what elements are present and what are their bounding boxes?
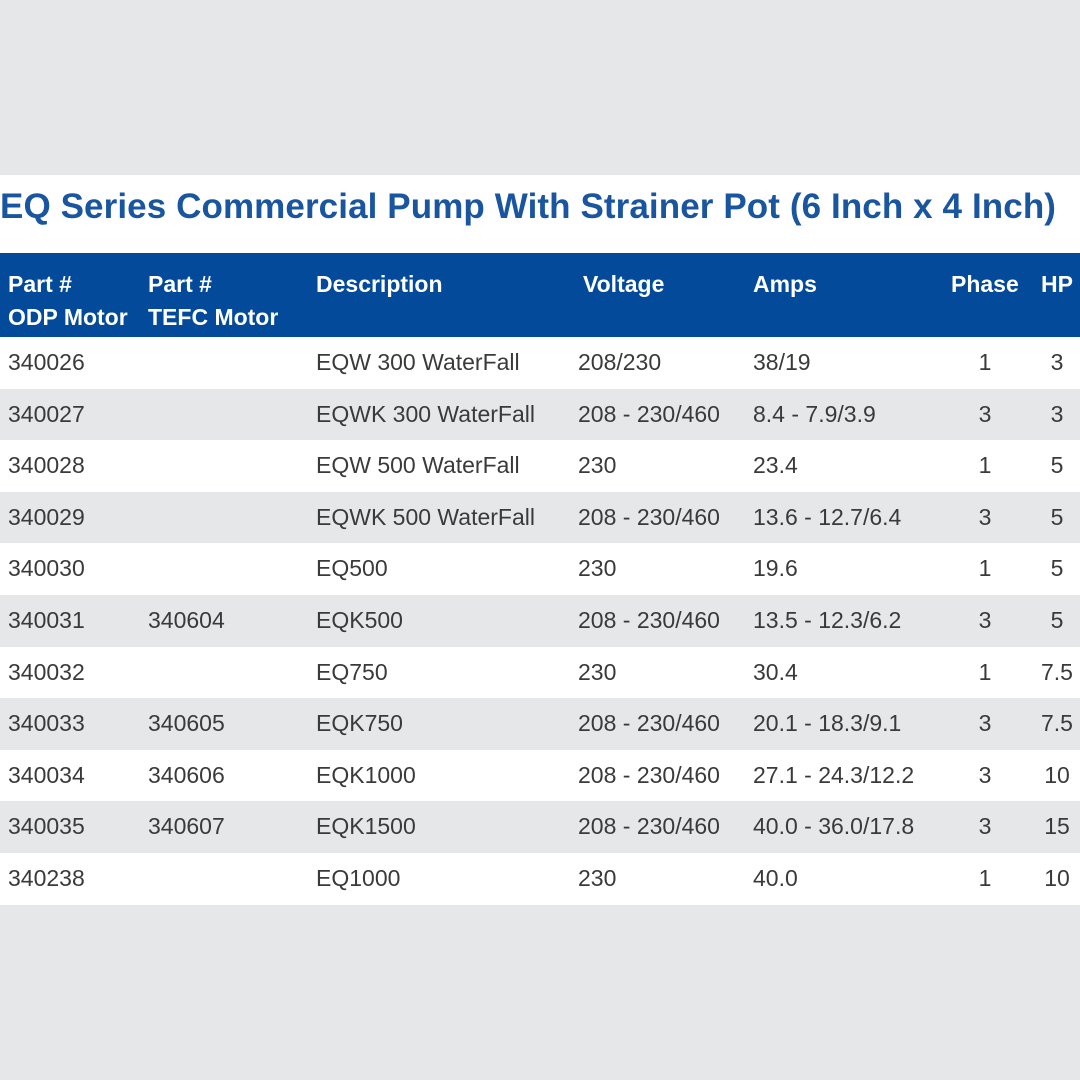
cell-description: EQK750 bbox=[316, 710, 403, 737]
cell-voltage: 230 bbox=[578, 658, 617, 685]
cell-hp: 7.5 bbox=[1041, 658, 1073, 685]
cell-odp-part: 340029 bbox=[8, 503, 85, 530]
table-row: 340238 EQ1000 230 40.0 1 10 bbox=[0, 852, 1080, 905]
cell-voltage: 208 - 230/460 bbox=[578, 761, 720, 788]
table-row: 340028 EQW 500 WaterFall 230 23.4 1 5 bbox=[0, 440, 1080, 492]
title-band: EQ Series Commercial Pump With Strainer … bbox=[0, 175, 1080, 253]
table-row: 340035 340607 EQK1500 208 - 230/460 40.0 - 3… bbox=[0, 801, 1080, 853]
cell-phase: 3 bbox=[978, 813, 992, 840]
cell-voltage: 208 - 230/460 bbox=[578, 606, 720, 633]
cell-phase: 3 bbox=[978, 503, 992, 530]
cell-description: EQ500 bbox=[316, 555, 388, 582]
cell-tefc-part: 340607 bbox=[148, 813, 225, 840]
cell-voltage: 230 bbox=[578, 555, 617, 582]
cell-phase: 1 bbox=[978, 349, 992, 375]
header-phase: Phase bbox=[951, 271, 1019, 297]
table-row: 340026 EQW 300 WaterFall 208/230 38/19 1 3 bbox=[0, 337, 1080, 389]
cell-hp: 5 bbox=[1050, 606, 1064, 633]
cell-odp-part: 340032 bbox=[8, 658, 85, 685]
cell-hp: 7.5 bbox=[1041, 710, 1073, 737]
cell-odp-part: 340033 bbox=[8, 710, 85, 737]
cell-amps: 30.4 bbox=[753, 658, 798, 685]
cell-hp: 15 bbox=[1044, 813, 1070, 840]
cell-description: EQW 300 WaterFall bbox=[316, 349, 520, 375]
cell-hp: 5 bbox=[1050, 555, 1064, 582]
cell-description: EQK500 bbox=[316, 606, 403, 633]
cell-amps: 40.0 - 36.0/17.8 bbox=[753, 813, 915, 840]
cell-amps: 27.1 - 24.3/12.2 bbox=[753, 761, 915, 788]
cell-description: EQK1500 bbox=[316, 813, 416, 840]
cell-description: EQ750 bbox=[316, 658, 388, 685]
cell-description: EQWK 300 WaterFall bbox=[316, 400, 535, 427]
cell-description: EQ1000 bbox=[316, 864, 401, 891]
pump-spec-table: Part # ODP Motor Part # TEFC Motor Descr… bbox=[0, 253, 1080, 905]
cell-tefc-part: 340604 bbox=[148, 606, 225, 633]
cell-odp-part: 340027 bbox=[8, 400, 85, 427]
header-amps: Amps bbox=[753, 271, 817, 297]
cell-phase: 3 bbox=[978, 400, 992, 427]
cell-amps: 40.0 bbox=[753, 864, 798, 891]
cell-odp-part: 340035 bbox=[8, 813, 85, 840]
header-tefc-motor: Part # TEFC Motor bbox=[148, 268, 278, 334]
cell-voltage: 208/230 bbox=[578, 349, 662, 375]
header-tefc-line2: TEFC Motor bbox=[148, 304, 279, 330]
cell-odp-part: 340034 bbox=[8, 761, 85, 788]
cell-amps: 23.4 bbox=[753, 452, 798, 479]
cell-amps: 13.5 - 12.3/6.2 bbox=[753, 606, 902, 633]
table-row: 340031 340604 EQK500 208 - 230/460 13.5 - 12… bbox=[0, 594, 1080, 647]
cell-voltage: 230 bbox=[578, 452, 617, 479]
table-title: EQ Series Commercial Pump With Strainer … bbox=[0, 187, 1057, 226]
cell-amps: 20.1 - 18.3/9.1 bbox=[753, 710, 902, 737]
cell-hp: 3 bbox=[1050, 349, 1064, 375]
cell-voltage: 208 - 230/460 bbox=[578, 813, 720, 840]
cell-hp: 10 bbox=[1044, 761, 1070, 788]
cell-odp-part: 340238 bbox=[8, 864, 85, 891]
cell-odp-part: 340028 bbox=[8, 452, 85, 479]
cell-odp-part: 340031 bbox=[8, 606, 85, 633]
cell-phase: 3 bbox=[978, 761, 992, 788]
table-row: 340034 340606 EQK1000 208 - 230/460 27.1 - 2… bbox=[0, 749, 1080, 802]
table-row: 340027 EQWK 300 WaterFall 208 - 230/460 8.4… bbox=[0, 388, 1080, 441]
header-odp-line2: ODP Motor bbox=[8, 304, 128, 330]
header-odp-line1: Part # bbox=[8, 271, 72, 297]
cell-phase: 1 bbox=[978, 864, 992, 891]
cell-hp: 3 bbox=[1050, 400, 1064, 427]
table-row: 340029 EQWK 500 WaterFall 208 - 230/460 13.… bbox=[0, 491, 1080, 544]
cell-description: EQW 500 WaterFall bbox=[316, 452, 520, 479]
cell-description: EQWK 500 WaterFall bbox=[316, 503, 535, 530]
cell-amps: 19.6 bbox=[753, 555, 798, 582]
cell-description: EQK1000 bbox=[316, 761, 416, 788]
table-row: 340032 EQ750 230 30.4 1 7.5 bbox=[0, 646, 1080, 699]
header-tefc-line1: Part # bbox=[148, 271, 212, 297]
cell-voltage: 208 - 230/460 bbox=[578, 710, 720, 737]
cell-phase: 1 bbox=[978, 658, 992, 685]
table-body: 340026 EQW 300 WaterFall 208/230 38/19 1 3 340… bbox=[0, 337, 1080, 905]
cell-amps: 8.4 - 7.9/3.9 bbox=[753, 400, 876, 427]
cell-tefc-part: 340606 bbox=[148, 761, 225, 788]
cell-amps: 13.6 - 12.7/6.4 bbox=[753, 503, 902, 530]
cell-voltage: 208 - 230/460 bbox=[578, 400, 720, 427]
cell-odp-part: 340030 bbox=[8, 555, 85, 582]
header-description: Description bbox=[316, 271, 443, 297]
table-header: Part # ODP Motor Part # TEFC Motor Descr… bbox=[0, 253, 1080, 337]
cell-phase: 3 bbox=[978, 710, 992, 737]
cell-phase: 1 bbox=[978, 452, 992, 479]
cell-hp: 10 bbox=[1044, 864, 1070, 891]
cell-phase: 3 bbox=[978, 606, 992, 633]
cell-amps: 38/19 bbox=[753, 349, 811, 375]
cell-voltage: 208 - 230/460 bbox=[578, 503, 720, 530]
header-voltage: Voltage bbox=[583, 271, 665, 297]
table-row: 340033 340605 EQK750 208 - 230/460 20.1 - 18… bbox=[0, 698, 1080, 750]
header-odp-motor: Part # ODP Motor bbox=[8, 268, 128, 334]
cell-hp: 5 bbox=[1050, 503, 1064, 530]
table-row: 340030 EQ500 230 19.6 1 5 bbox=[0, 543, 1080, 595]
cell-odp-part: 340026 bbox=[8, 349, 85, 375]
cell-phase: 1 bbox=[978, 555, 992, 582]
cell-hp: 5 bbox=[1050, 452, 1064, 479]
cell-tefc-part: 340605 bbox=[148, 710, 225, 737]
header-hp: HP bbox=[1041, 271, 1073, 297]
cell-voltage: 230 bbox=[578, 864, 617, 891]
